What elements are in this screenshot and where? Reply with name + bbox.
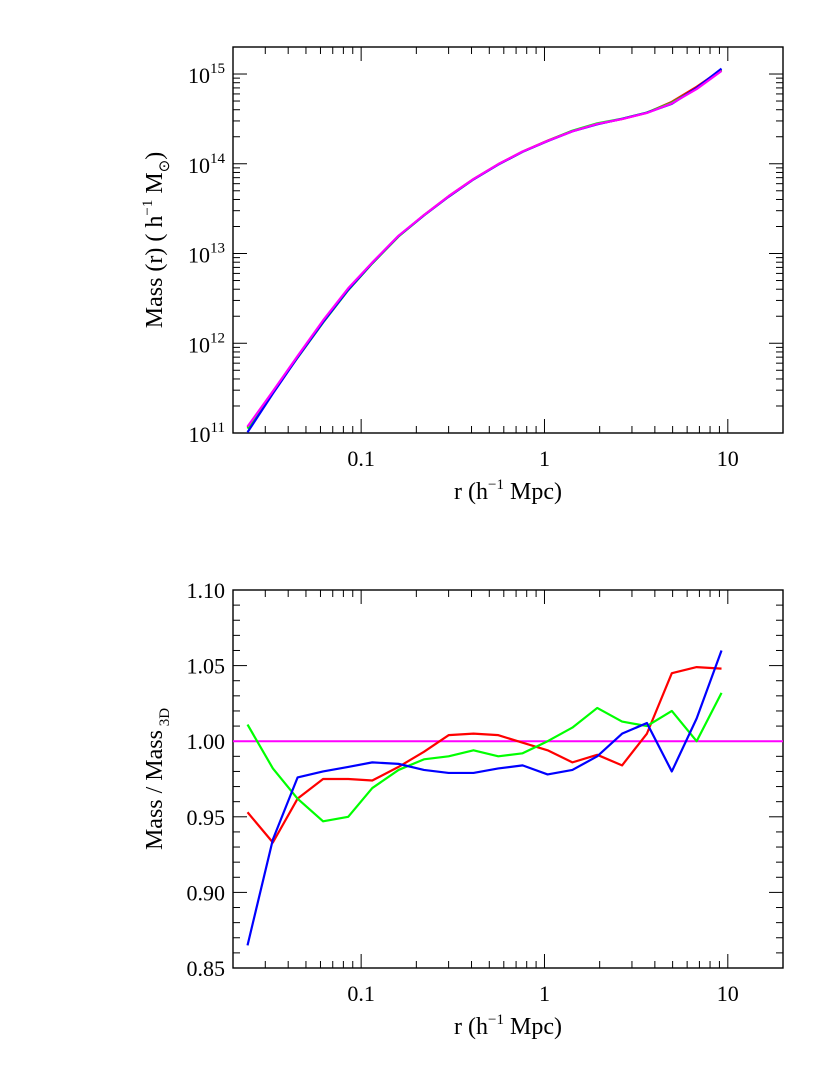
x-tick-label: 10	[717, 981, 739, 1006]
series-line-2	[246, 69, 723, 430]
y-axis-title: Mass / Mass 3D	[142, 708, 173, 850]
series-line-1	[246, 68, 723, 429]
series-line-1	[246, 666, 722, 844]
x-tick-label: 10	[717, 446, 739, 471]
y-tick-label: 0.95	[187, 805, 226, 830]
x-tick-label: 1	[539, 981, 550, 1006]
plot-frame	[232, 589, 784, 969]
y-tick-label: 1011	[189, 420, 225, 447]
x-axis-title: r (h−1 Mpc)	[454, 477, 562, 505]
series-line-3	[246, 67, 723, 433]
series-line-4	[246, 70, 723, 428]
x-tick-label: 0.1	[347, 981, 375, 1006]
y-tick-label: 1013	[188, 241, 225, 268]
y-tick-label: 1.00	[187, 729, 226, 754]
y-tick-label: 1.10	[187, 578, 226, 603]
x-tick-label: 1	[539, 446, 550, 471]
y-axis-title: Mass (r) ( h−1 M⊙)	[140, 152, 173, 329]
y-tick-label: 0.85	[187, 956, 226, 981]
y-tick-label: 1012	[188, 330, 225, 357]
chart-panel-1: 0.1 1 10 1011 1012 1013 1014 1015 r (h−1 Mpc) Mas…	[140, 46, 784, 505]
y-tick-label: 1015	[188, 61, 225, 88]
series-line-3	[246, 650, 723, 946]
x-tick-label: 0.1	[347, 446, 375, 471]
y-tick-label: 1.05	[187, 654, 226, 679]
plot-frame	[232, 46, 784, 434]
chart-panel-2: 0.1 1 10 0.85 0.90 0.95 1.00 1.05 1.10 r (h−1 Mpc…	[142, 578, 784, 1040]
y-tick-label: 0.90	[187, 880, 226, 905]
series-line-2	[246, 692, 723, 823]
y-tick-label: 1014	[188, 151, 226, 178]
x-axis-title: r (h−1 Mpc)	[454, 1012, 562, 1040]
